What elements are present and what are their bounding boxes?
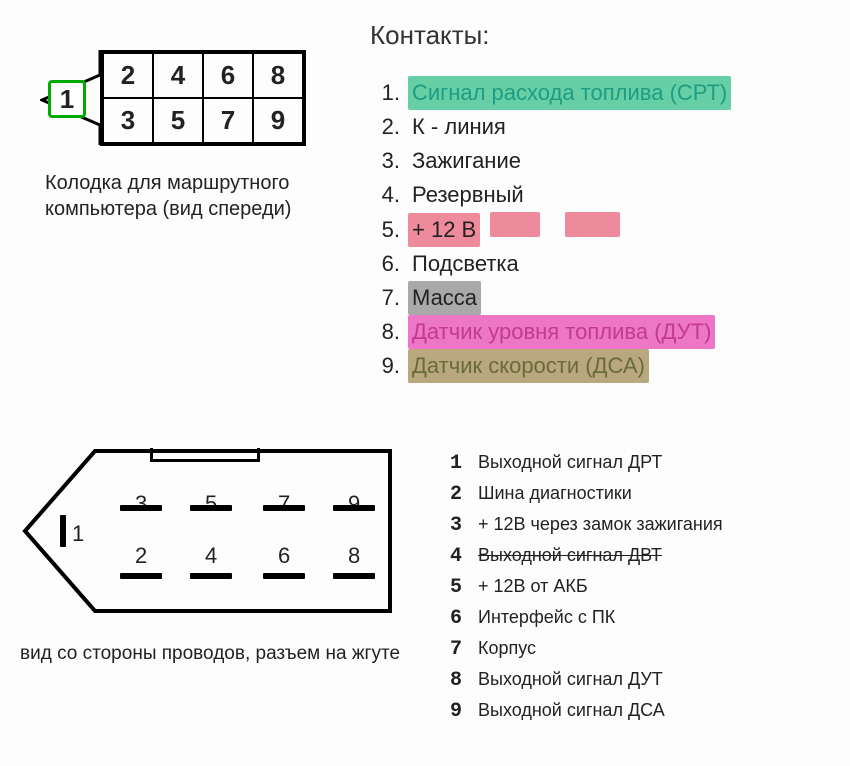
legend-label: Выходной сигнал ДРТ bbox=[478, 449, 662, 477]
legend-label: Выходной сигнал ДУТ bbox=[478, 666, 663, 694]
pin-slot bbox=[120, 573, 162, 579]
pin-cell: 6 bbox=[203, 53, 253, 98]
pin-label: 4 bbox=[205, 543, 217, 569]
contact-label: Датчик скорости (ДСА) bbox=[408, 349, 649, 383]
pin-cell: 3 bbox=[103, 98, 153, 143]
connector1-pin-grid: 2 4 6 8 3 5 7 9 bbox=[100, 50, 306, 146]
contact-item: 6.Подсветка bbox=[370, 247, 830, 281]
connector1-caption: Колодка для маршрутного компьютера (вид … bbox=[45, 170, 330, 222]
contact-label: Сигнал расхода топлива (СРТ) bbox=[408, 76, 731, 110]
contact-item: 1.Сигнал расхода топлива (СРТ) bbox=[370, 76, 830, 110]
legend-label: Выходной сигнал ДСА bbox=[478, 697, 665, 725]
contact-number: 3. bbox=[370, 144, 400, 178]
legend-number: 5 bbox=[450, 572, 478, 603]
top-section: 2 4 6 8 3 5 7 9 1 Колодка для маршрутног… bbox=[20, 20, 830, 383]
contact-number: 4. bbox=[370, 178, 400, 212]
contact-label: Резервный bbox=[408, 178, 528, 212]
pin-slot bbox=[333, 505, 375, 511]
connector1-block: 2 4 6 8 3 5 7 9 1 Колодка для маршрутног… bbox=[20, 20, 330, 383]
contact-label: К - линия bbox=[408, 110, 510, 144]
legend-number: 4 bbox=[450, 541, 478, 572]
connector2-block: 1 3 5 7 9 2 4 6 8 вид со стороны проводов, разъе… bbox=[20, 443, 420, 727]
legend-number: 1 bbox=[450, 448, 478, 479]
pin-label: 6 bbox=[278, 543, 290, 569]
pin-cell: 7 bbox=[203, 98, 253, 143]
bottom-section: 1 3 5 7 9 2 4 6 8 вид со стороны проводов, разъе… bbox=[20, 443, 830, 727]
pin-label: 1 bbox=[72, 521, 84, 547]
contact-item: 5.+ 12 В bbox=[370, 212, 830, 246]
contact-item: 9.Датчик скорости (ДСА) bbox=[370, 349, 830, 383]
contacts-title: Контакты: bbox=[370, 20, 830, 51]
contact-number: 8. bbox=[370, 315, 400, 349]
pin-cell: 9 bbox=[253, 98, 303, 143]
legend-number: 2 bbox=[450, 479, 478, 510]
contact-number: 9. bbox=[370, 349, 400, 383]
pin-cell: 8 bbox=[253, 53, 303, 98]
legend-label: + 12В через замок зажигания bbox=[478, 511, 723, 539]
legend-number: 6 bbox=[450, 603, 478, 634]
pin-label: 2 bbox=[135, 543, 147, 569]
connector2-diagram: 1 3 5 7 9 2 4 6 8 bbox=[20, 443, 400, 618]
legend-label: Интерфейс с ПК bbox=[478, 604, 615, 632]
contact-label: Зажигание bbox=[408, 144, 525, 178]
caption-line: компьютера (вид спереди) bbox=[45, 198, 291, 220]
legend-row: 9Выходной сигнал ДСА bbox=[450, 696, 830, 727]
contact-number: 5. bbox=[370, 213, 400, 247]
pin1-highlight: 1 bbox=[48, 80, 86, 118]
contact-number: 7. bbox=[370, 281, 400, 315]
contact-item: 2.К - линия bbox=[370, 110, 830, 144]
legend-row: 7Корпус bbox=[450, 634, 830, 665]
legend-label: Корпус bbox=[478, 635, 536, 663]
contact-item: 4.Резервный bbox=[370, 178, 830, 212]
highlight-extra bbox=[565, 212, 620, 236]
pin-label: 3 bbox=[135, 491, 147, 517]
pin-label: 8 bbox=[348, 543, 360, 569]
contact-label: Масса bbox=[408, 281, 481, 315]
contact-item: 8.Датчик уровня топлива (ДУТ) bbox=[370, 315, 830, 349]
contact-label: + 12 В bbox=[408, 213, 480, 247]
pin-slot bbox=[190, 573, 232, 579]
legend-number: 8 bbox=[450, 665, 478, 696]
legend-row: 6Интерфейс с ПК bbox=[450, 603, 830, 634]
contact-item: 3.Зажигание bbox=[370, 144, 830, 178]
legend-row: 4Выходной сигнал ДВТ bbox=[450, 541, 830, 572]
pin-slot bbox=[120, 505, 162, 511]
pin-slot bbox=[263, 505, 305, 511]
legend-number: 3 bbox=[450, 510, 478, 541]
legend-label: Шина диагностики bbox=[478, 480, 632, 508]
pin-slot bbox=[60, 515, 66, 547]
pin-cell: 2 bbox=[103, 53, 153, 98]
legend-row: 8Выходной сигнал ДУТ bbox=[450, 665, 830, 696]
connector2-notch bbox=[150, 448, 260, 462]
contacts-block: Контакты: 1.Сигнал расхода топлива (СРТ)… bbox=[370, 20, 830, 383]
pin-cell: 4 bbox=[153, 53, 203, 98]
pin-label: 5 bbox=[205, 491, 217, 517]
legend-row: 1Выходной сигнал ДРТ bbox=[450, 448, 830, 479]
legend-number: 9 bbox=[450, 696, 478, 727]
pin-cell: 5 bbox=[153, 98, 203, 143]
legend-row: 5+ 12В от АКБ bbox=[450, 572, 830, 603]
legend-label: Выходной сигнал ДВТ bbox=[478, 542, 662, 570]
contact-label: Подсветка bbox=[408, 247, 523, 281]
pin-slot bbox=[190, 505, 232, 511]
legend-row: 3+ 12В через замок зажигания bbox=[450, 510, 830, 541]
legend-label: + 12В от АКБ bbox=[478, 573, 588, 601]
contact-number: 1. bbox=[370, 76, 400, 110]
pin-label: 9 bbox=[348, 491, 360, 517]
contact-item: 7.Масса bbox=[370, 281, 830, 315]
pin-slot bbox=[263, 573, 305, 579]
connector1-diagram: 2 4 6 8 3 5 7 9 1 bbox=[40, 45, 320, 155]
contact-label: Датчик уровня топлива (ДУТ) bbox=[408, 315, 715, 349]
legend-row: 2Шина диагностики bbox=[450, 479, 830, 510]
contact-number: 6. bbox=[370, 247, 400, 281]
connector2-caption: вид со стороны проводов, разъем на жгуте bbox=[20, 643, 420, 665]
contacts-list: 1.Сигнал расхода топлива (СРТ)2.К - лини… bbox=[370, 76, 830, 383]
contact-number: 2. bbox=[370, 110, 400, 144]
legend-block: 1Выходной сигнал ДРТ2Шина диагностики3+ … bbox=[450, 443, 830, 727]
pin-slot bbox=[333, 573, 375, 579]
highlight-extra bbox=[490, 212, 540, 236]
pin-label: 7 bbox=[278, 491, 290, 517]
caption-line: Колодка для маршрутного bbox=[45, 172, 289, 194]
legend-number: 7 bbox=[450, 634, 478, 665]
